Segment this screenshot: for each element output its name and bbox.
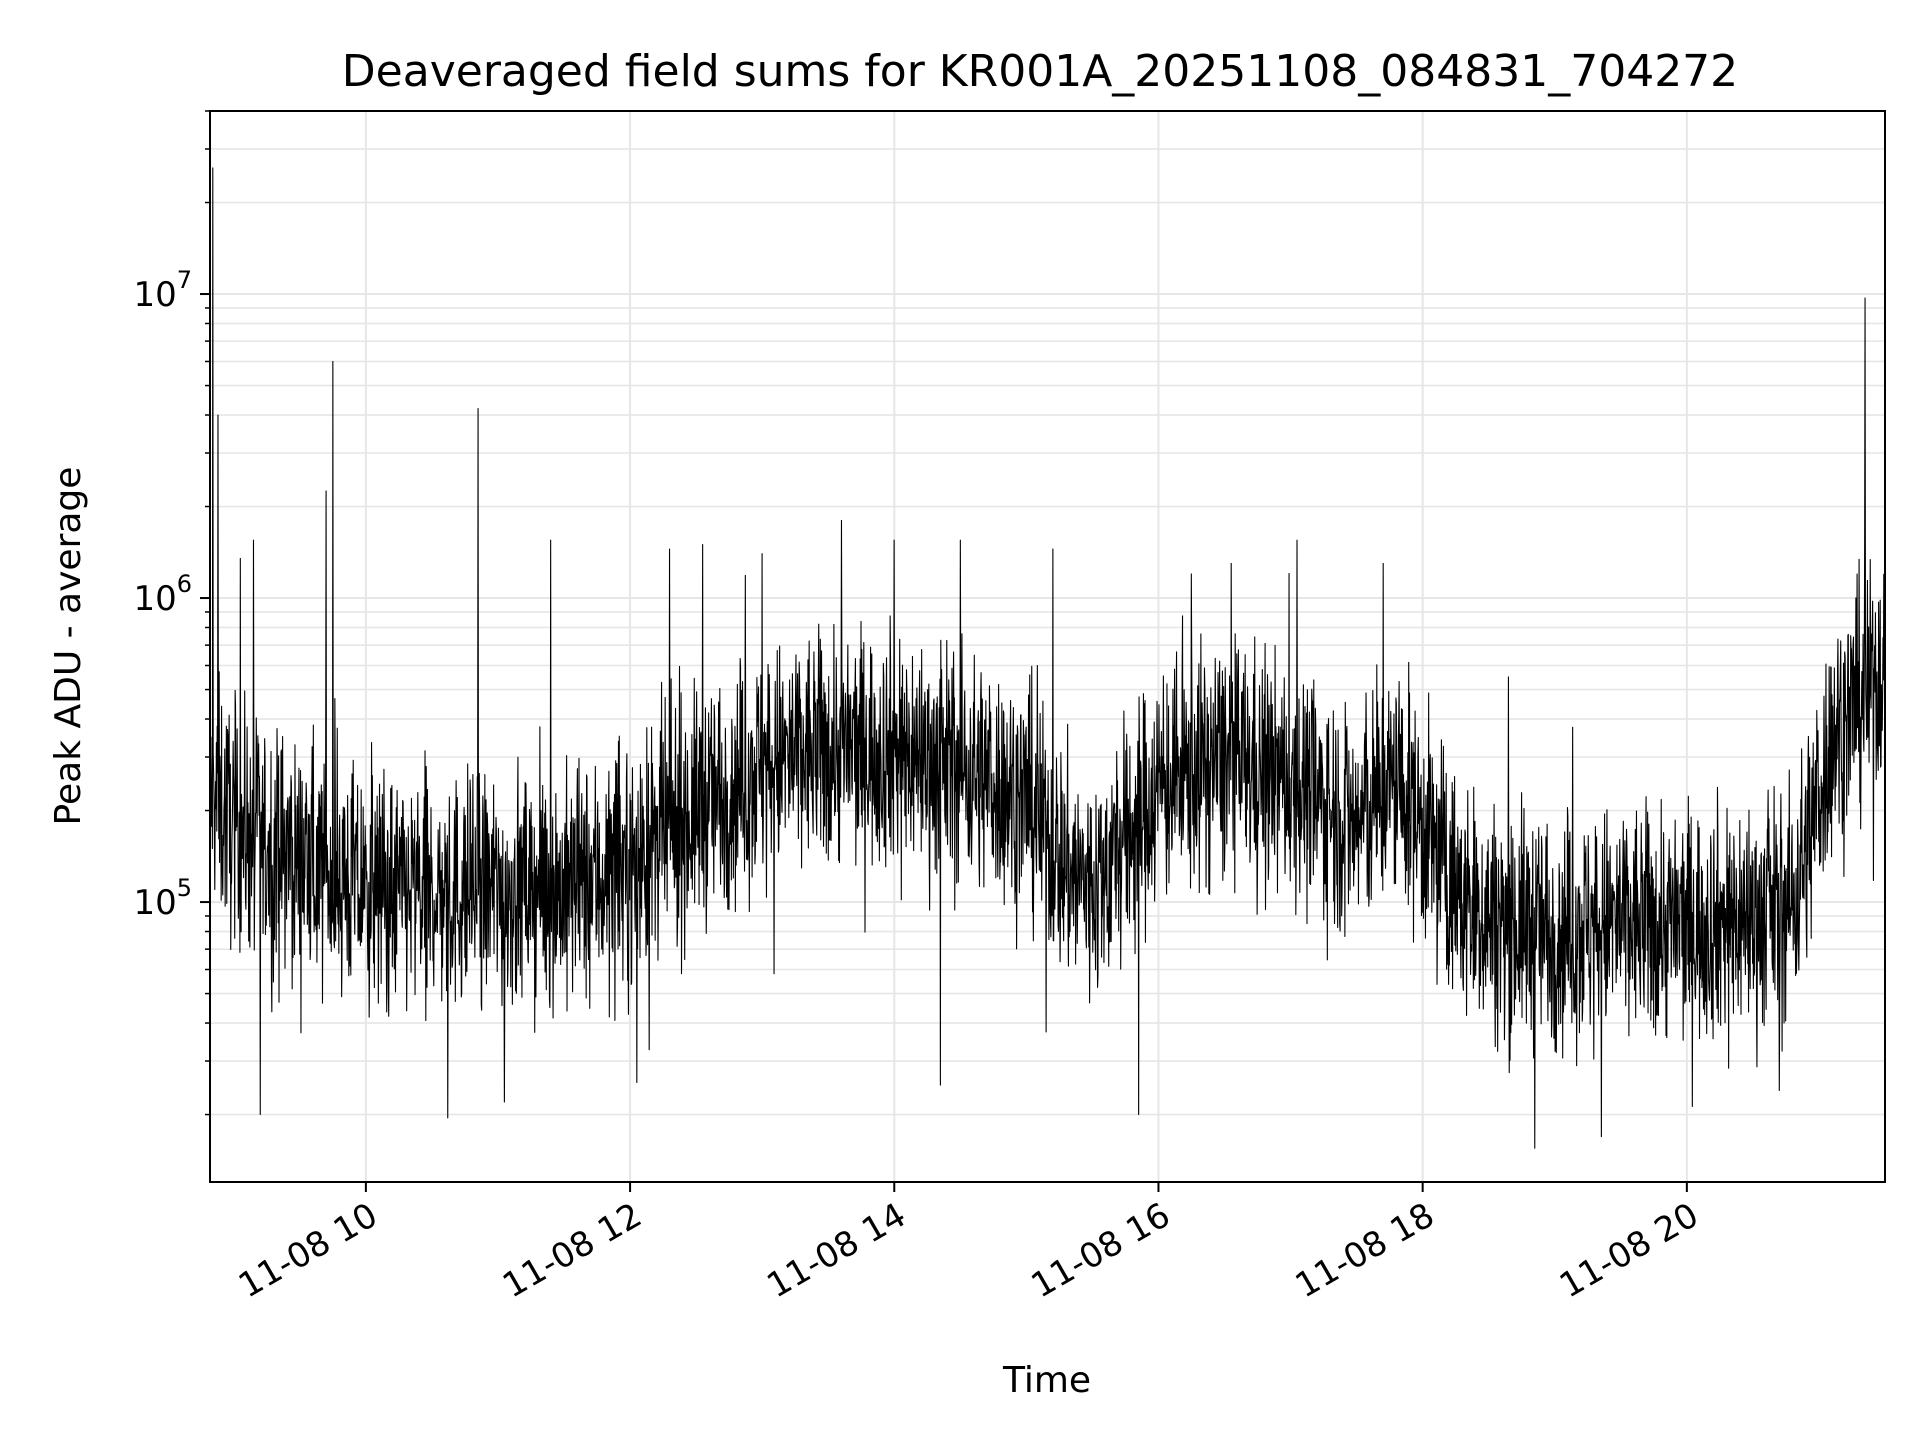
y-axis-title: Peak ADU - average — [48, 467, 89, 826]
x-axis-title: Time — [1002, 1360, 1091, 1401]
y-tick-label: 105 — [133, 874, 192, 923]
y-tick-label: 106 — [133, 570, 192, 619]
plot-frame — [209, 110, 1886, 1183]
y-tick-label: 107 — [133, 266, 192, 315]
series-layer — [210, 167, 1885, 1149]
y-axis-ticks: 105 106 107 — [133, 110, 210, 1116]
series-line — [210, 167, 1885, 1149]
chart-title: Deaveraged field sums for KR001A_2025110… — [342, 46, 1738, 97]
